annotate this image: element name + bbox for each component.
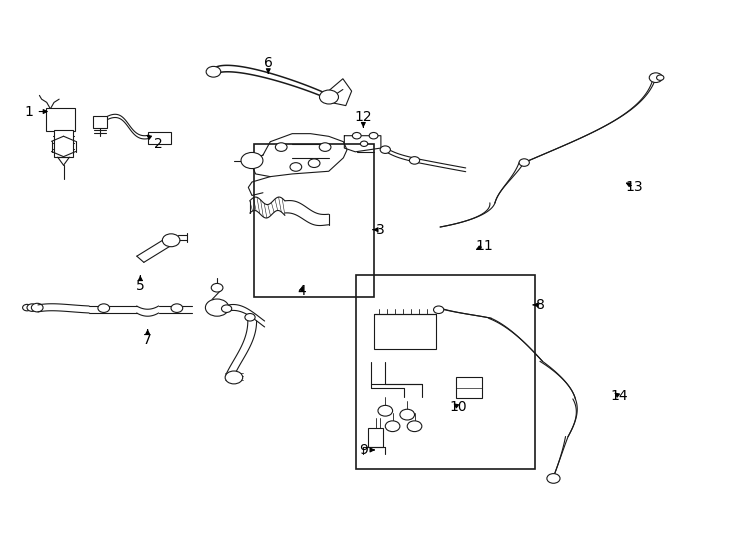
Circle shape — [162, 234, 180, 247]
Text: 12: 12 — [355, 110, 372, 127]
Text: 8: 8 — [533, 298, 545, 312]
Text: 9: 9 — [359, 443, 374, 457]
Circle shape — [352, 132, 361, 139]
Bar — [254, 144, 374, 297]
Circle shape — [410, 157, 420, 164]
Text: 13: 13 — [625, 180, 643, 194]
Circle shape — [360, 141, 368, 146]
Text: 5: 5 — [136, 276, 145, 293]
Text: 11: 11 — [475, 239, 493, 253]
Circle shape — [400, 409, 415, 420]
FancyBboxPatch shape — [374, 314, 437, 349]
FancyBboxPatch shape — [46, 108, 75, 131]
Circle shape — [171, 304, 183, 313]
Text: 7: 7 — [143, 330, 152, 347]
Circle shape — [385, 421, 400, 431]
Circle shape — [206, 66, 221, 77]
Bar — [356, 275, 535, 469]
FancyBboxPatch shape — [368, 428, 383, 447]
Circle shape — [32, 303, 43, 312]
Circle shape — [380, 146, 390, 153]
Circle shape — [378, 406, 393, 416]
Text: 4: 4 — [297, 285, 305, 299]
Circle shape — [275, 143, 287, 151]
Circle shape — [211, 284, 223, 292]
Circle shape — [547, 474, 560, 483]
Circle shape — [650, 73, 662, 83]
Circle shape — [519, 159, 529, 166]
FancyBboxPatch shape — [92, 116, 107, 127]
Circle shape — [407, 421, 422, 431]
Circle shape — [23, 305, 32, 311]
Circle shape — [225, 371, 243, 384]
Text: 14: 14 — [611, 389, 628, 403]
Circle shape — [241, 152, 263, 168]
Text: 3: 3 — [373, 222, 385, 237]
Circle shape — [27, 304, 37, 312]
Circle shape — [434, 306, 444, 314]
FancyBboxPatch shape — [148, 132, 171, 144]
Circle shape — [319, 90, 338, 104]
Circle shape — [222, 305, 232, 313]
Text: 10: 10 — [450, 400, 468, 414]
Circle shape — [245, 314, 255, 321]
Circle shape — [98, 304, 109, 313]
FancyBboxPatch shape — [456, 377, 482, 399]
FancyBboxPatch shape — [54, 130, 73, 157]
Circle shape — [290, 163, 302, 171]
Text: 2: 2 — [148, 136, 163, 151]
Circle shape — [206, 299, 229, 316]
Circle shape — [319, 143, 331, 151]
Circle shape — [308, 159, 320, 167]
Text: 1: 1 — [25, 105, 47, 118]
Circle shape — [657, 75, 664, 80]
Text: 6: 6 — [264, 56, 273, 73]
Circle shape — [369, 132, 378, 139]
